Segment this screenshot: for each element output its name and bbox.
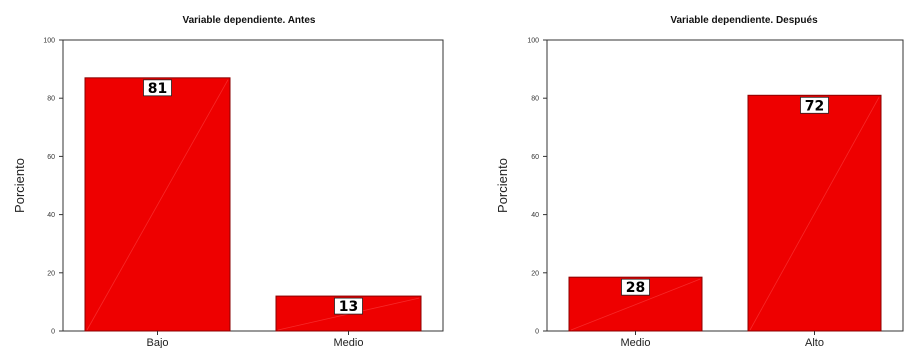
- chart-title: Variable dependiente. Después: [670, 15, 818, 26]
- x-category-label: Alto: [805, 337, 824, 348]
- y-tick-label: 20: [47, 270, 55, 277]
- plot-frame: [62, 39, 444, 332]
- data-label-box: [621, 278, 650, 296]
- bar-sheen: [749, 97, 880, 331]
- data-label: 28: [626, 280, 645, 296]
- y-tick-label: 80: [47, 96, 55, 103]
- x-category-label: Bajo: [146, 337, 168, 348]
- y-tick-label: 60: [47, 154, 55, 161]
- y-axis-label: Porciento: [495, 158, 510, 213]
- plot-frame: [546, 39, 904, 332]
- y-tick-label: 80: [531, 96, 539, 103]
- chart-antes: Variable dependiente. Antes Porciento 0 20 4…: [12, 15, 444, 348]
- data-label: 81: [148, 81, 167, 97]
- bar-sheen: [86, 79, 229, 331]
- x-category-label: Medio: [334, 337, 364, 348]
- y-tick-label: 100: [43, 38, 55, 45]
- y-tick-label: 60: [531, 154, 539, 161]
- y-tick-label: 0: [535, 329, 539, 336]
- data-label: 13: [339, 299, 358, 315]
- y-tick-label: 40: [531, 212, 539, 219]
- y-tick-label: 20: [531, 270, 539, 277]
- y-tick-label: 0: [51, 329, 55, 336]
- bar-sheen: [570, 278, 701, 331]
- y-tick-label: 100: [527, 38, 539, 45]
- chart-title: Variable dependiente. Antes: [182, 15, 315, 26]
- y-tick-label: 40: [47, 212, 55, 219]
- data-label: 72: [805, 98, 824, 114]
- chart-despues: Variable dependiente. Después Porciento 0 2…: [495, 15, 904, 348]
- y-axis-label: Porciento: [12, 158, 27, 213]
- x-category-label: Medio: [621, 337, 651, 348]
- data-label-box: [334, 297, 363, 315]
- data-label-box: [800, 96, 829, 114]
- data-label-box: [143, 79, 172, 97]
